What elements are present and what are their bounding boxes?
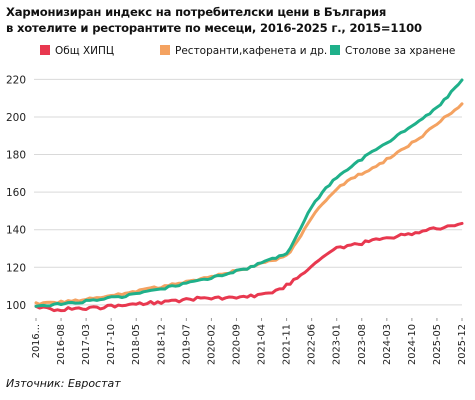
chart-title-line-2: в хотелите и ресторантите по месеци, 201… (6, 21, 422, 35)
x-tick-label: 2023-08 (357, 324, 368, 365)
x-tick-label: 2016... (31, 324, 42, 358)
legend-label: Общ ХИПЦ (55, 45, 114, 57)
legend-swatch (330, 45, 340, 55)
x-tick-label: 2023-01 (332, 324, 343, 365)
x-tick-label: 2025-05 (432, 324, 443, 365)
legend-label: Столове за хранене (345, 45, 455, 57)
x-axis-ticks: 2016... 2016-08 2017-03 2017-10 2018-05 2018-… (31, 318, 468, 365)
y-tick-label: 160 (6, 187, 26, 199)
chart-title-line-1: Хармонизиран индекс на потребителски цен… (6, 5, 387, 19)
legend-swatch (160, 45, 170, 55)
x-tick-label: 2020-09 (231, 324, 242, 365)
y-axis-ticks: 100 120 140 160 180 200 220 (6, 74, 26, 311)
x-tick-label: 2024-03 (382, 324, 393, 365)
gridlines (34, 78, 462, 306)
x-tick-label: 2025-12 (457, 324, 468, 365)
y-tick-label: 120 (6, 262, 26, 274)
series-line (34, 221, 464, 313)
y-tick-label: 180 (6, 150, 26, 162)
y-tick-label: 100 (6, 300, 26, 312)
x-tick-label: 2017-10 (106, 324, 117, 365)
y-tick-label: 140 (6, 225, 26, 237)
y-tick-label: 200 (6, 112, 26, 124)
source-note: Източник: Евростат (6, 377, 121, 390)
x-tick-label: 2021-04 (257, 324, 268, 365)
y-tick-label: 220 (6, 74, 26, 86)
series-line (34, 78, 464, 308)
legend-swatch (40, 45, 50, 55)
series-lines (34, 78, 464, 313)
x-tick-label: 2018-05 (131, 324, 142, 365)
x-tick-label: 2021-11 (282, 324, 293, 365)
x-tick-label: 2024-10 (407, 324, 418, 365)
x-tick-label: 2022-06 (307, 324, 318, 365)
legend-label: Ресторанти,кафенета и др. (175, 45, 327, 57)
x-tick-label: 2019-07 (181, 324, 192, 365)
legend: Общ ХИПЦ Ресторанти,кафенета и др. Столове… (40, 45, 455, 57)
x-tick-label: 2017-03 (81, 324, 92, 365)
x-tick-label: 2016-08 (56, 324, 67, 365)
x-tick-label: 2018-12 (156, 324, 167, 365)
x-tick-label: 2020-02 (206, 324, 217, 365)
chart-title: Хармонизиран индекс на потребителски цен… (6, 4, 471, 36)
